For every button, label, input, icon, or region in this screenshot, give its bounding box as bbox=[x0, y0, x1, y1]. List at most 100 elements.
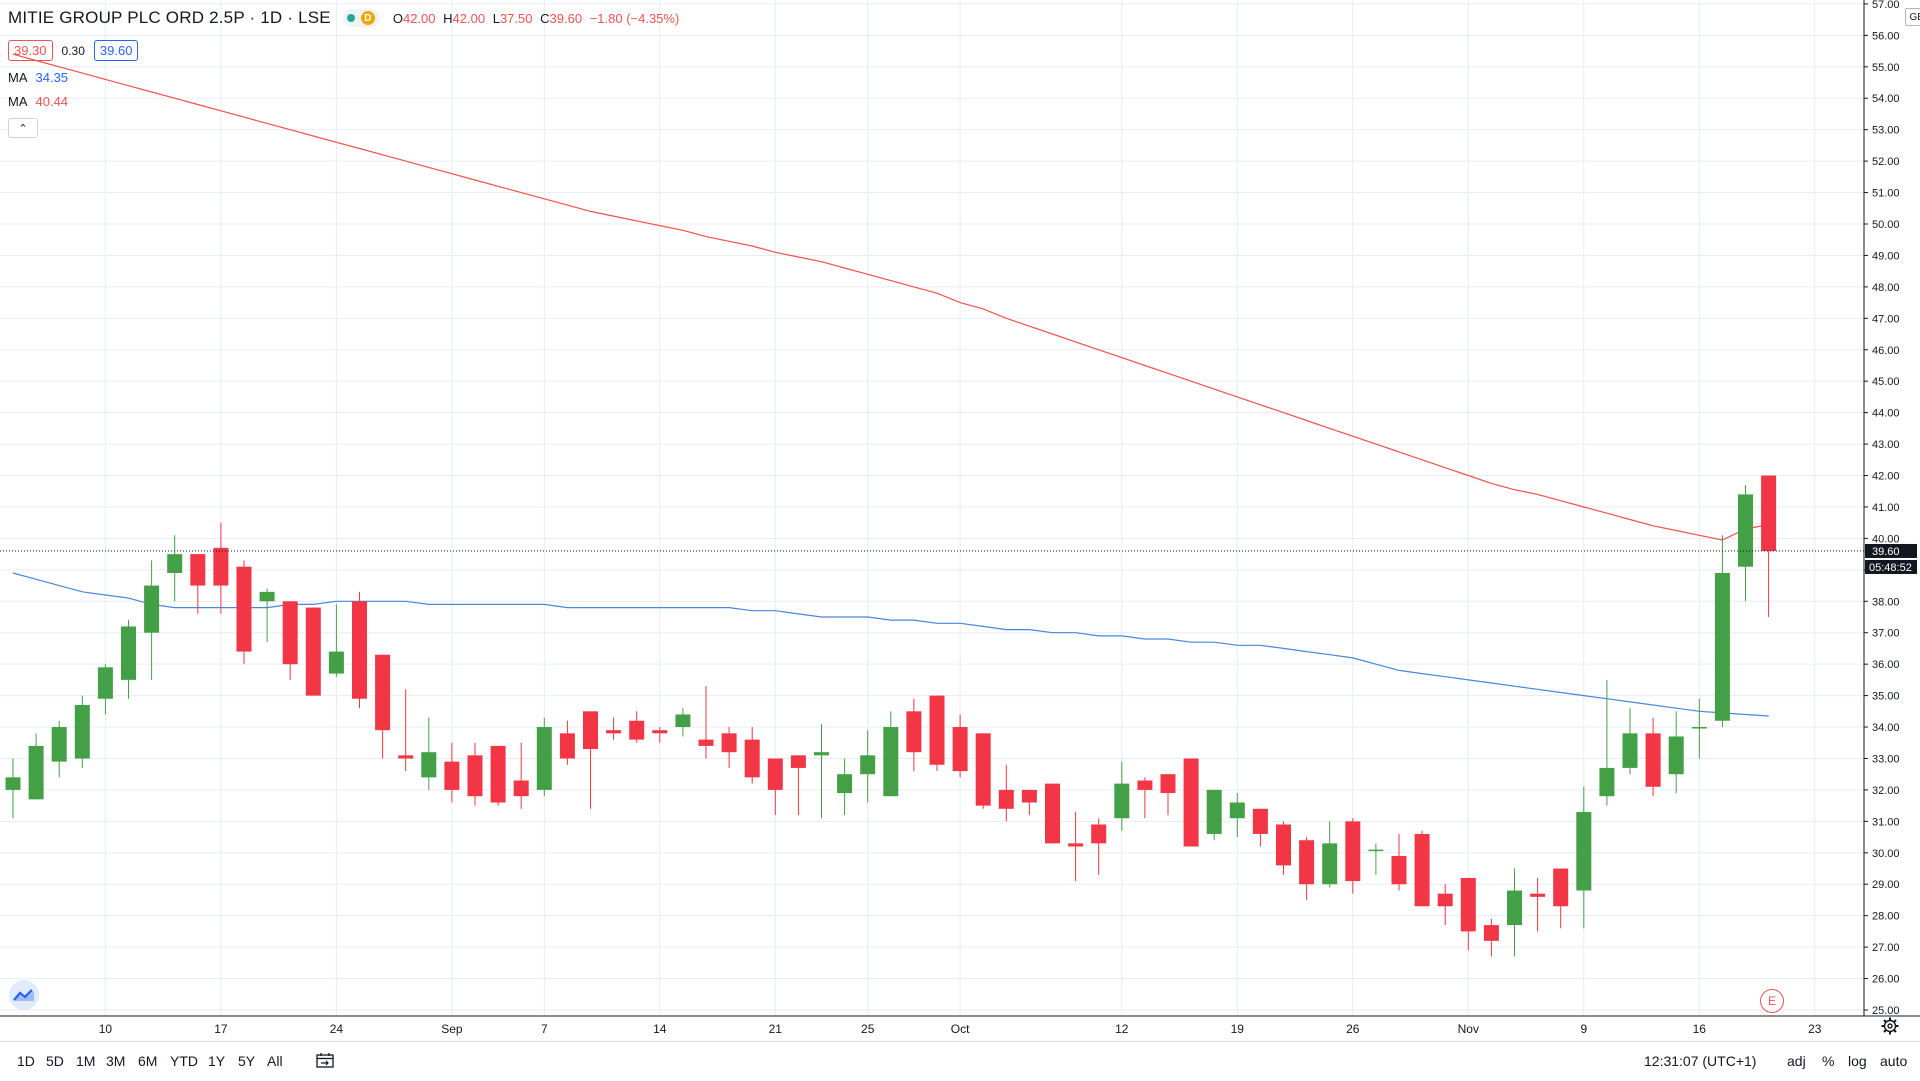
chart-legend: MITIE GROUP PLC ORD 2.5P · 1D · LSE D O4… bbox=[8, 6, 683, 138]
settings-gear-icon[interactable] bbox=[1881, 1017, 1899, 1035]
candle-up bbox=[1206, 789, 1222, 834]
countdown-label: 05:48:52 bbox=[1869, 562, 1912, 574]
range-ytd-button[interactable]: YTD bbox=[170, 1053, 198, 1069]
clock-timezone[interactable]: 12:31:07 (UTC+1) bbox=[1644, 1053, 1757, 1069]
candle-down bbox=[1391, 855, 1407, 885]
y-tick-label: 49.00 bbox=[1872, 250, 1900, 262]
y-tick-label: 44.00 bbox=[1872, 408, 1900, 420]
range-3m-button[interactable]: 3M bbox=[106, 1053, 126, 1069]
candle-down bbox=[721, 733, 737, 753]
candle-down bbox=[1553, 868, 1569, 907]
earnings-marker-icon[interactable]: E bbox=[1760, 989, 1784, 1013]
y-tick-label: 32.00 bbox=[1872, 785, 1900, 797]
y-tick-label: 43.00 bbox=[1872, 439, 1900, 451]
tradingview-logo[interactable] bbox=[9, 980, 39, 1010]
candle-up bbox=[1322, 843, 1338, 885]
candle-down bbox=[744, 739, 760, 778]
countdown-box bbox=[1865, 559, 1917, 574]
range-1d-button[interactable]: 1D bbox=[17, 1053, 35, 1069]
candle-down bbox=[352, 601, 367, 699]
y-tick-label: 47.00 bbox=[1872, 313, 1900, 325]
candle-up bbox=[421, 752, 437, 778]
candle-up bbox=[144, 585, 160, 633]
symbol-title[interactable]: MITIE GROUP PLC ORD 2.5P · 1D · LSE bbox=[8, 8, 331, 27]
y-tick-label: 42.00 bbox=[1872, 471, 1900, 483]
x-tick-label: 12 bbox=[1115, 1022, 1129, 1036]
calendar-goto-icon[interactable] bbox=[316, 1053, 334, 1068]
x-tick-label: Nov bbox=[1458, 1022, 1479, 1036]
currency-label[interactable]: GBX bbox=[1905, 8, 1920, 26]
candle-up bbox=[259, 591, 275, 602]
low-value: 37.50 bbox=[499, 10, 533, 26]
adj-toggle[interactable]: adj bbox=[1787, 1053, 1806, 1069]
range-all-button[interactable]: All bbox=[267, 1053, 283, 1069]
candle-down bbox=[952, 727, 968, 772]
high-value: 42.00 bbox=[452, 10, 486, 26]
y-tick-label: 28.00 bbox=[1872, 911, 1900, 923]
y-tick-label: 33.00 bbox=[1872, 753, 1900, 765]
range-1y-button[interactable]: 1Y bbox=[208, 1053, 226, 1069]
y-tick-label: 40.00 bbox=[1872, 533, 1900, 545]
candle-down bbox=[1252, 808, 1268, 834]
ma-fast-value: 34.35 bbox=[35, 70, 69, 85]
y-tick-label: 46.00 bbox=[1872, 345, 1900, 357]
candle-up bbox=[536, 727, 552, 790]
high-key: H bbox=[443, 10, 453, 26]
log-toggle[interactable]: log bbox=[1848, 1053, 1867, 1069]
candle-down bbox=[1160, 774, 1176, 794]
chevron-up-icon: ⌃ bbox=[18, 122, 28, 135]
market-status-badge[interactable]: D bbox=[342, 9, 379, 27]
open-value: 42.00 bbox=[402, 10, 436, 26]
candle-up bbox=[74, 705, 90, 759]
candle-up bbox=[328, 651, 344, 674]
buy-price-button[interactable]: 39.60 bbox=[93, 40, 139, 61]
x-tick-label: 25 bbox=[861, 1022, 875, 1036]
ohlc-values: O42.00 H42.00 L37.50 C39.60 −1.80 (−4.35… bbox=[393, 11, 683, 26]
close-value: 39.60 bbox=[549, 10, 583, 26]
candle-down bbox=[305, 607, 321, 696]
candle-down bbox=[1414, 833, 1430, 907]
ma-fast-legend[interactable]: MA 34.35 bbox=[8, 70, 683, 85]
candle-up bbox=[1714, 572, 1730, 721]
low-key: L bbox=[492, 10, 500, 26]
candle-up bbox=[51, 727, 67, 762]
market-open-dot-icon bbox=[346, 14, 355, 22]
range-5d-button[interactable]: 5D bbox=[46, 1053, 64, 1069]
collapse-legend-button[interactable]: ⌃ bbox=[8, 118, 38, 138]
candle-down bbox=[559, 733, 575, 759]
candle-up bbox=[121, 626, 136, 680]
candle-down bbox=[1530, 893, 1546, 897]
price-chart[interactable]: 57.00 56.00 55.00 54.00 53.00 52.00 51.00 50.00… bbox=[0, 0, 1920, 1040]
spread-value: 0.30 bbox=[61, 43, 85, 58]
y-tick-label: 56.00 bbox=[1872, 30, 1900, 42]
x-tick-label: 16 bbox=[1693, 1022, 1707, 1036]
candle-down bbox=[1299, 840, 1315, 885]
candle-up bbox=[860, 755, 876, 775]
y-tick-label: 52.00 bbox=[1872, 156, 1900, 168]
candle-down bbox=[698, 739, 714, 746]
auto-toggle[interactable]: auto bbox=[1880, 1053, 1908, 1069]
candle-up bbox=[167, 554, 183, 573]
candle-down bbox=[190, 554, 206, 586]
tradingview-logo-icon bbox=[13, 989, 34, 1001]
ma-slow-line bbox=[12, 53, 1769, 541]
sell-price-button[interactable]: 39.30 bbox=[8, 40, 53, 61]
x-tick-label: 19 bbox=[1231, 1022, 1245, 1036]
ma-slow-legend[interactable]: MA 40.44 bbox=[8, 94, 683, 109]
x-tick-label: 23 bbox=[1808, 1022, 1822, 1036]
percent-toggle[interactable]: % bbox=[1822, 1053, 1835, 1069]
range-6m-button[interactable]: 6M bbox=[138, 1053, 158, 1069]
range-5y-button[interactable]: 5Y bbox=[238, 1053, 256, 1069]
range-1m-button[interactable]: 1M bbox=[76, 1053, 96, 1069]
candle-down bbox=[282, 601, 298, 665]
candle-down bbox=[513, 780, 529, 797]
candle-down bbox=[1345, 821, 1361, 882]
candle-down bbox=[444, 761, 460, 790]
candle-down bbox=[1021, 789, 1037, 803]
candle-down bbox=[467, 755, 483, 797]
candle-up bbox=[814, 752, 829, 756]
candle-up bbox=[1507, 890, 1522, 926]
ma-fast-line bbox=[12, 572, 1769, 717]
candle-down bbox=[1068, 843, 1084, 847]
y-tick-label: 55.00 bbox=[1872, 62, 1900, 74]
